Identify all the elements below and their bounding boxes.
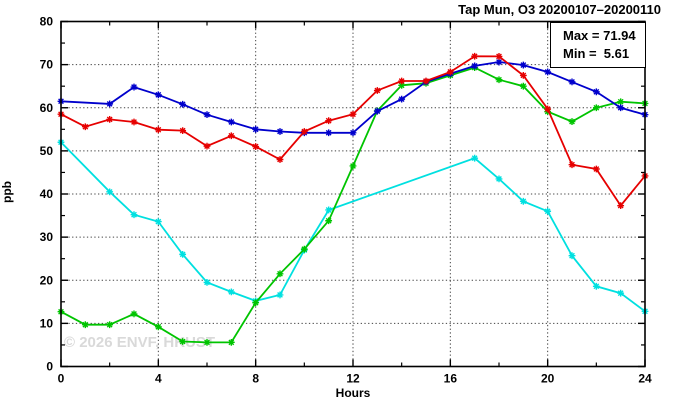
chart-title: Tap Mun, O3 20200107–20200110 [458, 2, 661, 17]
y-tick-label: 20 [40, 273, 54, 287]
plot-frame [60, 20, 646, 368]
min-value-label: Min = 5.61 [563, 46, 630, 61]
x-tick-label: 0 [58, 372, 65, 386]
y-tick-label: 50 [40, 144, 54, 158]
y-tick-label: 30 [40, 230, 54, 244]
y-tick-label: 80 [40, 15, 54, 29]
x-tick-label: 4 [155, 372, 162, 386]
y-tick-label: 0 [46, 360, 53, 374]
y-tick-label: 10 [40, 316, 54, 330]
x-tick-label: 8 [252, 372, 259, 386]
y-tick-label: 70 [40, 58, 54, 72]
x-tick-label: 20 [541, 372, 555, 386]
stats-box: Max = 71.94 Min = 5.61 [550, 22, 646, 68]
x-tick-label: 12 [346, 372, 360, 386]
x-tick-label: 16 [444, 372, 458, 386]
y-tick-label: 60 [40, 101, 54, 115]
y-axis-label: ppb [0, 181, 14, 203]
blue-line [60, 61, 646, 134]
green-line [60, 66, 646, 344]
max-value-label: Max = 71.94 [563, 28, 636, 43]
x-axis-label: Hours [335, 386, 371, 400]
x-tick-label: 24 [638, 372, 652, 386]
y-tick-label: 40 [40, 187, 54, 201]
